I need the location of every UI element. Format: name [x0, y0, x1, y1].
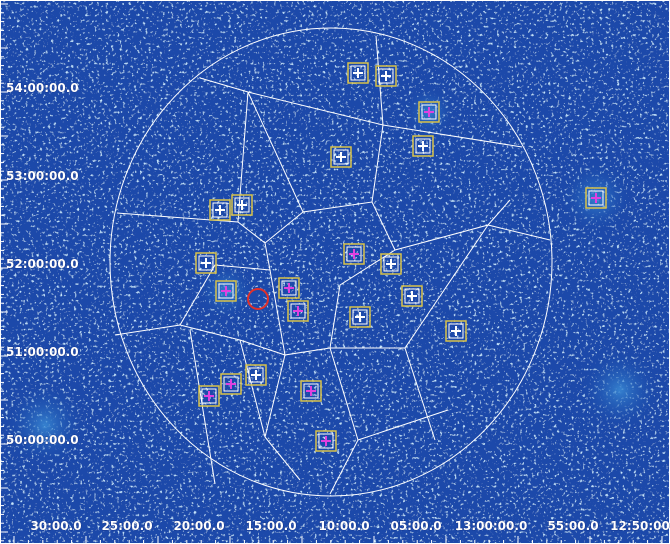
source-box-inner [333, 149, 349, 165]
source-box-outer [418, 101, 440, 123]
halo [580, 350, 660, 430]
halo [5, 385, 85, 465]
y-tick-label: 51:00:00.0 [6, 345, 79, 359]
source-box-inner [448, 323, 464, 339]
source-box-inner [383, 256, 399, 272]
x-tick-label: 25:00.0 [101, 519, 152, 533]
source-box-inner [346, 246, 362, 262]
source-box-inner [198, 255, 214, 271]
x-tick-label: 20:00.0 [173, 519, 224, 533]
source-box-inner [218, 283, 234, 299]
x-tick-label: 10:00.0 [318, 519, 369, 533]
source-box-inner [281, 280, 297, 296]
source-box-outer [349, 306, 371, 328]
source-box-outer [401, 285, 423, 307]
source-box-inner [234, 197, 250, 213]
facet-edges [114, 35, 551, 495]
source-box-inner [588, 190, 604, 206]
source-box-inner [378, 68, 394, 84]
x-tick-label: 55:00.0 [547, 519, 598, 533]
source-box-inner [404, 288, 420, 304]
source-box-inner [318, 433, 334, 449]
field-boundary [109, 27, 553, 497]
source-box-inner [421, 104, 437, 120]
source-box-inner [201, 388, 217, 404]
source-box-inner [352, 309, 368, 325]
source-box-outer [445, 320, 467, 342]
source-box-outer [412, 135, 434, 157]
x-tick-label: 12:50:00 [610, 519, 670, 533]
y-tick-label: 50:00:00.0 [6, 433, 79, 447]
source-box-inner [212, 202, 228, 218]
source-box-inner [303, 383, 319, 399]
y-tick-label: 54:00:00.0 [6, 81, 79, 95]
target-circle [247, 288, 269, 310]
source-box-outer [585, 187, 607, 209]
source-box-outer [245, 364, 267, 386]
source-box-outer [278, 277, 300, 299]
source-box-outer [198, 385, 220, 407]
source-box-outer [300, 380, 322, 402]
source-box-inner [223, 376, 239, 392]
sources [195, 62, 607, 452]
source-box-inner [290, 303, 306, 319]
x-tick-label: 30:00.0 [30, 519, 81, 533]
source-box-inner [248, 367, 264, 383]
y-tick-label: 52:00:00.0 [6, 257, 79, 271]
source-box-outer [195, 252, 217, 274]
x-tick-label: 13:00:00.0 [455, 519, 528, 533]
x-tick-label: 05:00.0 [390, 519, 441, 533]
source-box-outer [209, 199, 231, 221]
source-box-outer [343, 243, 365, 265]
source-box-outer [215, 280, 237, 302]
x-tick-label: 15:00.0 [245, 519, 296, 533]
y-tick-label: 53:00:00.0 [6, 169, 79, 183]
source-box-outer [315, 430, 337, 452]
source-box-inner [350, 65, 366, 81]
source-box-outer [220, 373, 242, 395]
source-box-inner [415, 138, 431, 154]
source-box-outer [287, 300, 309, 322]
source-box-outer [330, 146, 352, 168]
facets [109, 27, 553, 497]
source-box-outer [375, 65, 397, 87]
source-box-outer [380, 253, 402, 275]
source-box-outer [347, 62, 369, 84]
source-box-outer [231, 194, 253, 216]
